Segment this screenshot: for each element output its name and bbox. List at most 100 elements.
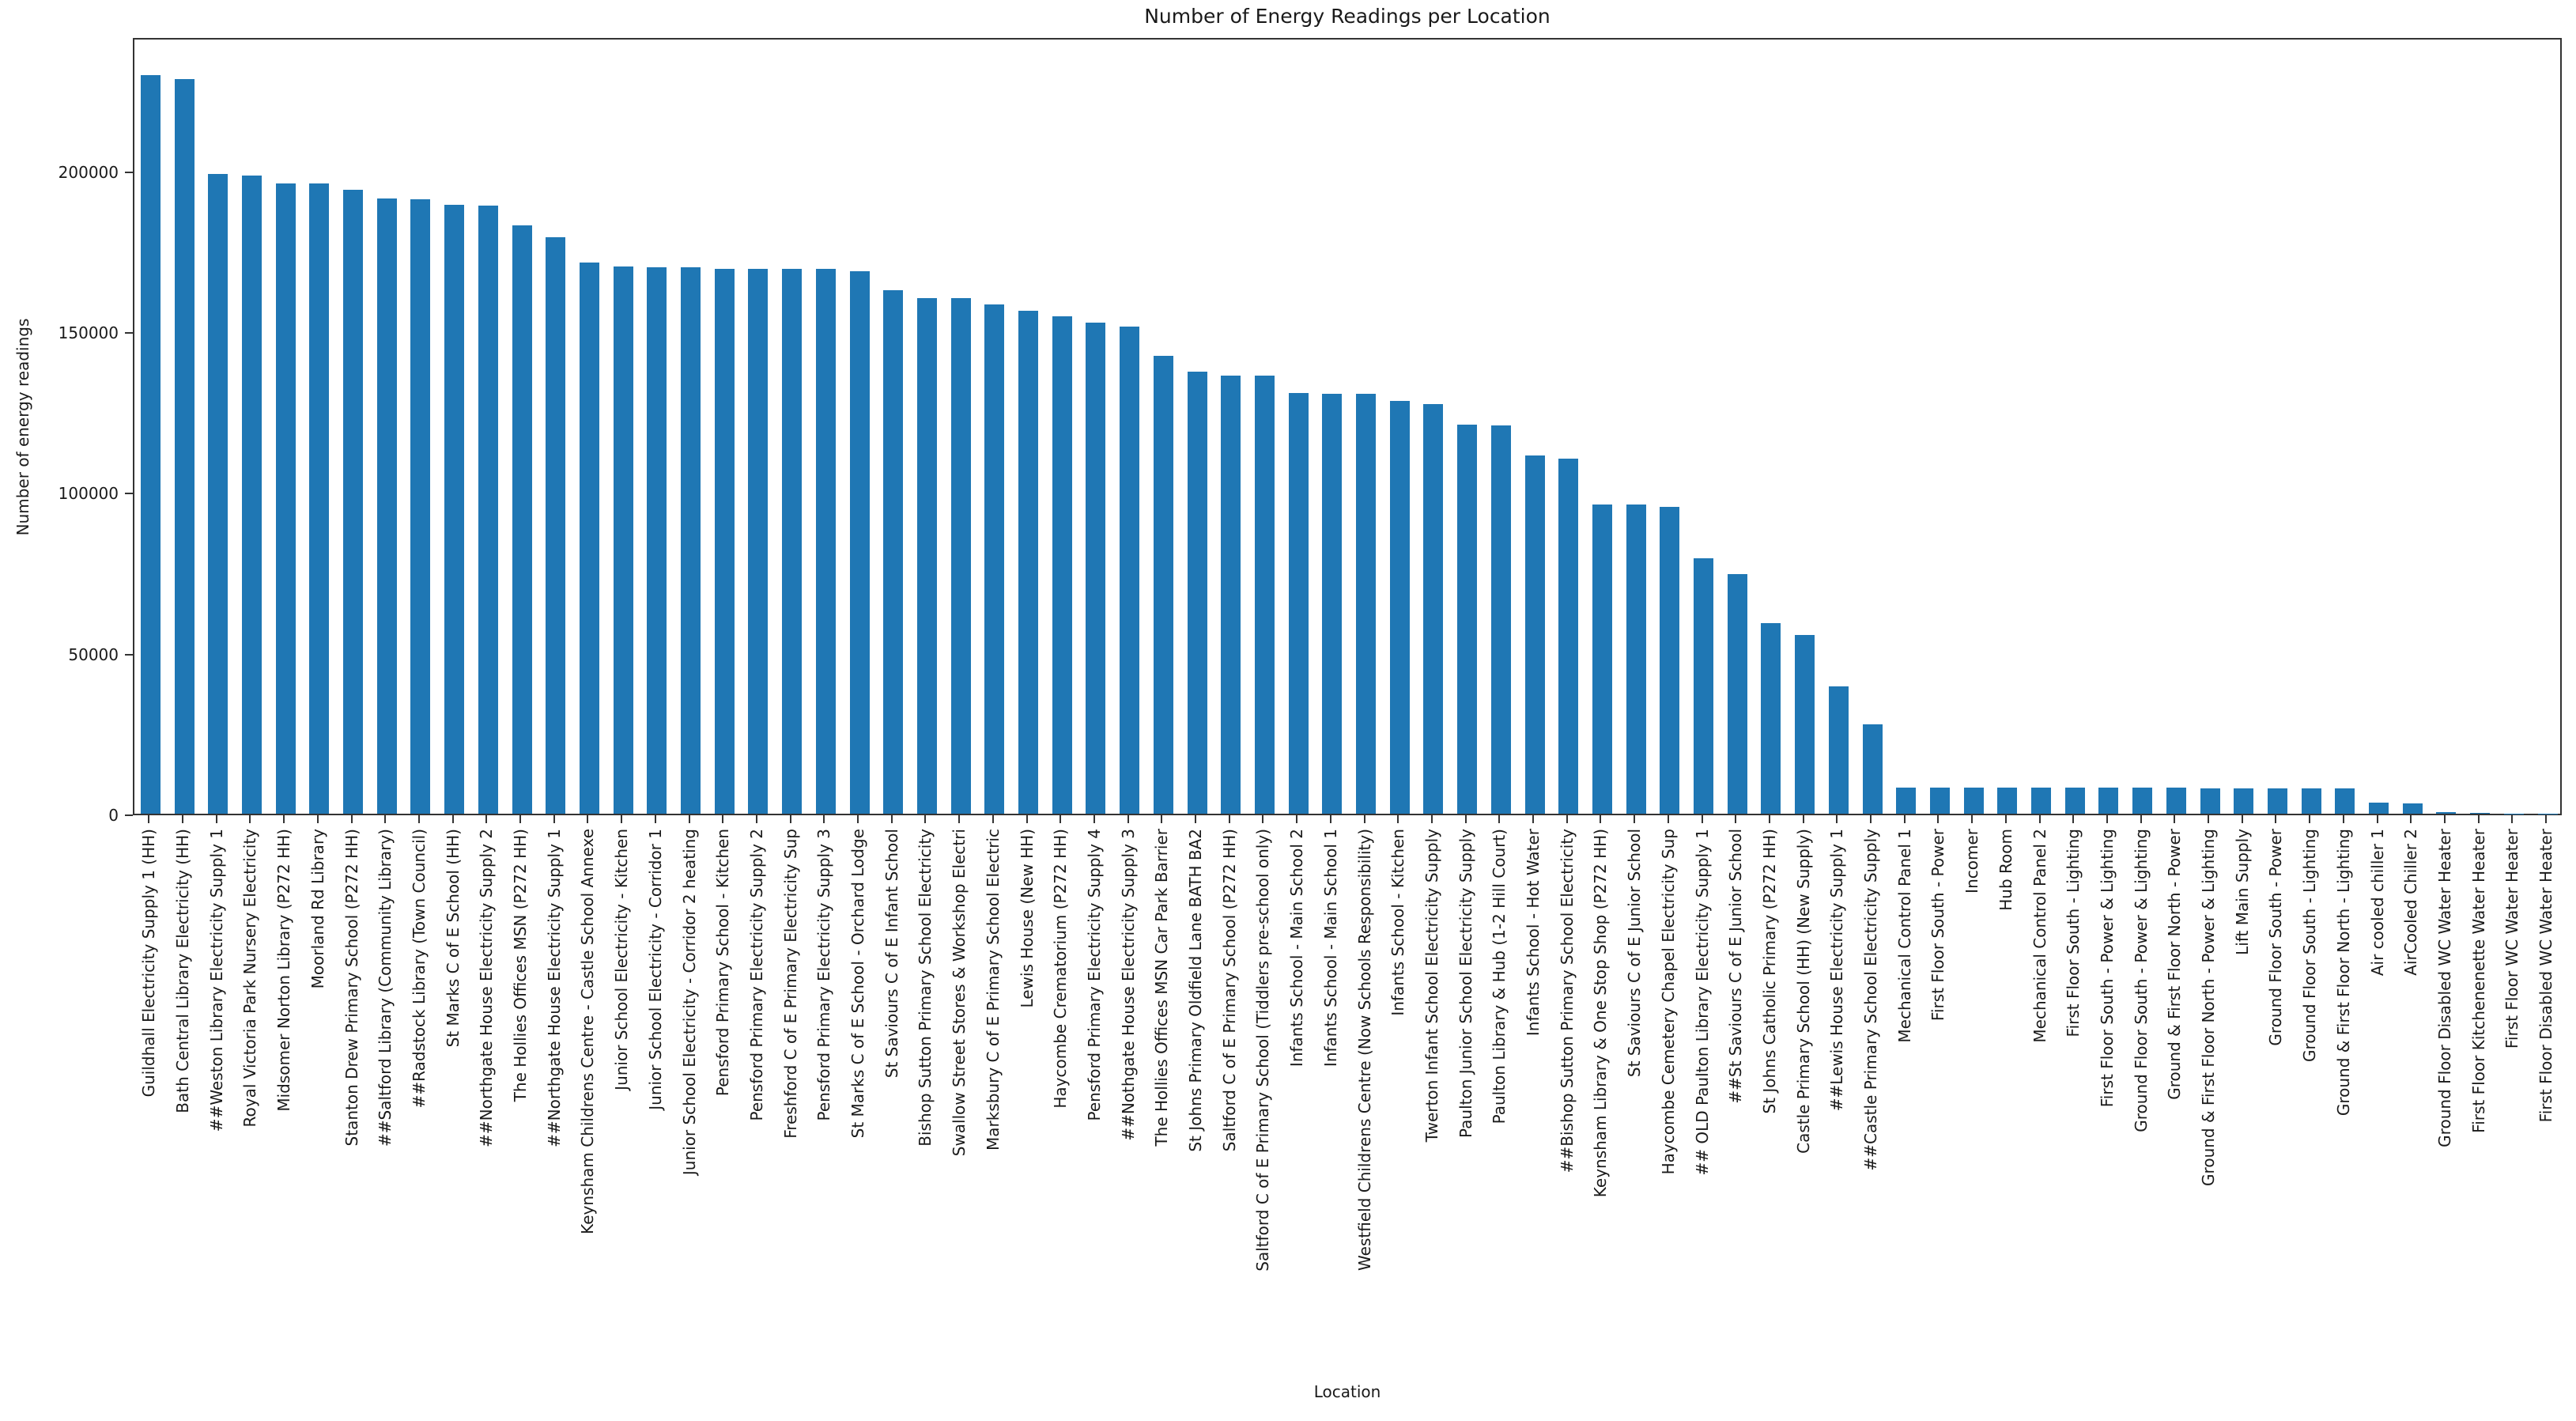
- x-tick-label: ##Northgate House Electricity Supply 2: [477, 829, 497, 1147]
- bar: [681, 266, 701, 814]
- x-tick-mark: [958, 815, 961, 823]
- bar: [1052, 316, 1072, 814]
- x-tick-label: Ground Floor Disabled WC Water Heater: [2434, 829, 2454, 1147]
- bar: [2098, 788, 2119, 814]
- bar: [1457, 425, 1478, 814]
- bar: [1862, 724, 1883, 814]
- plot-area: [133, 38, 2562, 815]
- x-tick-mark: [1937, 815, 1940, 823]
- y-tick-mark: [125, 653, 133, 656]
- x-tick-label: Mechanical Control Panel 2: [2030, 829, 2049, 1043]
- x-tick-mark: [2511, 815, 2514, 823]
- x-tick-mark: [1228, 815, 1230, 823]
- x-tick-mark: [1059, 815, 1062, 823]
- bar: [1322, 393, 1343, 814]
- bar: [309, 183, 330, 814]
- bar: [1221, 375, 1241, 814]
- x-tick-label: Keynsham Childrens Centre - Castle Schoo…: [578, 829, 598, 1234]
- bar: [1490, 425, 1511, 814]
- x-tick-label: ##Radstock Library (Town Council): [409, 829, 429, 1109]
- x-tick-mark: [316, 815, 319, 823]
- x-tick-mark: [857, 815, 859, 823]
- bar: [512, 225, 532, 814]
- bar: [1153, 356, 1173, 814]
- x-tick-label: Midsomer Norton Library (P272 HH): [274, 829, 294, 1112]
- x-tick-label: Junior School Electricity - Corridor 2 h…: [679, 829, 699, 1176]
- x-tick-mark: [621, 815, 623, 823]
- x-tick-mark: [587, 815, 589, 823]
- x-tick-mark: [1329, 815, 1331, 823]
- bar: [2335, 788, 2355, 814]
- x-tick-mark: [1600, 815, 1602, 823]
- x-tick-mark: [1903, 815, 1906, 823]
- bar: [1254, 376, 1275, 814]
- bar: [1997, 788, 2018, 814]
- bar: [1963, 788, 1984, 814]
- x-tick-mark: [654, 815, 656, 823]
- x-tick-label: St Saviours C of E Infant School: [882, 829, 901, 1079]
- x-tick-mark: [2545, 815, 2547, 823]
- x-tick-mark: [1701, 815, 1703, 823]
- x-tick-label: Moorland Rd Library: [308, 829, 327, 989]
- x-tick-mark: [890, 815, 893, 823]
- bar: [2436, 811, 2457, 814]
- x-tick-label: First Floor Disabled WC Water Heater: [2536, 829, 2555, 1123]
- x-tick-label: Pensford Primary Electricity Supply 4: [1084, 829, 1104, 1121]
- bar: [2064, 788, 2085, 814]
- x-tick-label: Pensford Primary School - Kitchen: [713, 829, 733, 1097]
- x-tick-mark: [789, 815, 791, 823]
- bar: [1929, 787, 1950, 814]
- x-tick-mark: [182, 815, 183, 823]
- bar: [376, 198, 397, 814]
- bar: [174, 78, 195, 814]
- x-tick-label: Castle Primary School (HH) (New Supply): [1793, 829, 1813, 1154]
- x-tick-label: Bath Central Library Electricity (HH): [173, 829, 192, 1113]
- bar: [883, 289, 904, 814]
- bar: [1828, 686, 1849, 814]
- x-tick-mark: [924, 815, 927, 823]
- y-tick-mark: [125, 493, 133, 495]
- bar: [1524, 455, 1545, 814]
- x-tick-mark: [2477, 815, 2480, 823]
- bar: [2166, 788, 2186, 814]
- x-tick-mark: [451, 815, 454, 823]
- bar: [2369, 802, 2389, 814]
- x-tick-label: Saltford C of E Primary School (Tiddlers…: [1253, 829, 1273, 1272]
- x-tick-label: Ground Floor South - Power: [2266, 829, 2286, 1046]
- bar: [714, 268, 735, 814]
- x-tick-label: Hub Room: [1996, 829, 2015, 911]
- x-tick-label: Bishop Sutton Primary School Electricity: [916, 829, 935, 1147]
- bar: [1558, 459, 1579, 814]
- x-tick-label: Twerton Infant School Electricity Supply: [1422, 829, 1441, 1143]
- x-tick-mark: [519, 815, 521, 823]
- x-tick-label: Swallow Street Stores & Workshop Electri: [950, 829, 969, 1157]
- bar: [1120, 327, 1140, 814]
- bar: [444, 205, 465, 814]
- bar: [275, 183, 296, 814]
- x-tick-mark: [1566, 815, 1568, 823]
- bar: [1694, 558, 1713, 814]
- x-tick-mark: [2376, 815, 2378, 823]
- x-tick-mark: [1397, 815, 1399, 823]
- bar: [1288, 393, 1309, 814]
- x-tick-mark: [1634, 815, 1636, 823]
- x-tick-label: Stanton Drew Primary School (P272 HH): [342, 829, 361, 1147]
- x-tick-mark: [2275, 815, 2277, 823]
- bar: [1187, 372, 1207, 814]
- bar: [613, 266, 633, 814]
- x-tick-mark: [553, 815, 555, 823]
- bar: [815, 269, 836, 814]
- x-tick-label: First Floor WC Water Heater: [2502, 829, 2522, 1049]
- x-tick-mark: [384, 815, 387, 823]
- x-tick-mark: [1195, 815, 1196, 823]
- x-tick-label: Ground & First Floor North - Lighting: [2333, 829, 2353, 1117]
- x-tick-label: Westfield Childrens Centre (Now Schools …: [1354, 829, 1374, 1271]
- bar: [2267, 788, 2287, 814]
- bar: [208, 173, 229, 814]
- bar: [1727, 574, 1747, 814]
- x-tick-mark: [823, 815, 825, 823]
- x-tick-label: Keynsham Library & One Stop Shop (P272 H…: [1591, 829, 1611, 1198]
- bar: [1018, 310, 1038, 814]
- bar: [2200, 788, 2220, 814]
